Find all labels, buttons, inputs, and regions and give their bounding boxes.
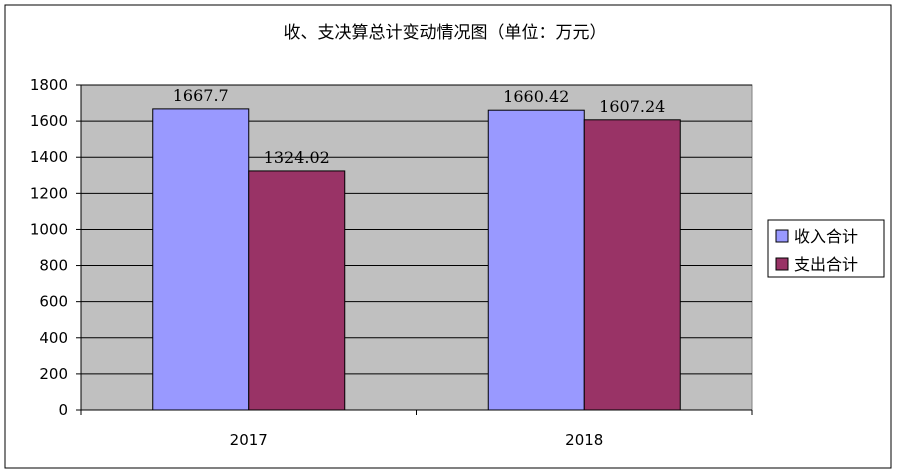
data-label: 1660.42 <box>503 87 569 106</box>
data-label: 1607.24 <box>599 97 665 116</box>
data-label: 1324.02 <box>264 148 330 167</box>
bar-income-2017 <box>152 108 250 411</box>
y-tick-label: 400 <box>39 329 68 347</box>
y-tick-label: 1400 <box>30 148 68 166</box>
bar-expense-2017 <box>248 170 346 411</box>
legend-swatch <box>775 257 789 271</box>
y-tick-labels: 0 200 400 600 800 1000 1200 1400 1600 1800 <box>30 76 68 419</box>
y-tick-label: 1800 <box>30 76 68 94</box>
y-tick-label: 1600 <box>30 112 68 130</box>
y-tick-label: 1200 <box>30 184 68 202</box>
x-category-label: 2018 <box>565 431 603 449</box>
bar-income-2018 <box>487 109 585 411</box>
x-category-label: 2017 <box>230 431 268 449</box>
data-label: 1667.7 <box>173 86 229 105</box>
axes <box>76 84 753 415</box>
bar-expense-2018 <box>583 119 681 411</box>
legend-swatch <box>775 229 789 243</box>
x-category-labels: 2017 2018 <box>230 431 604 449</box>
y-tick-label: 600 <box>39 293 68 311</box>
y-tick-label: 200 <box>39 365 68 383</box>
y-tick-label: 1000 <box>30 220 68 238</box>
data-labels: 1667.7 1324.02 1660.42 1607.24 <box>173 86 666 167</box>
y-tick-label: 0 <box>58 401 68 419</box>
bars <box>152 108 681 411</box>
legend-label: 支出合计 <box>794 255 858 274</box>
legend-label: 收入合计 <box>794 227 858 246</box>
y-tick-label: 800 <box>39 257 68 275</box>
chart-title: 收、支决算总计变动情况图（单位：万元） <box>284 23 607 43</box>
